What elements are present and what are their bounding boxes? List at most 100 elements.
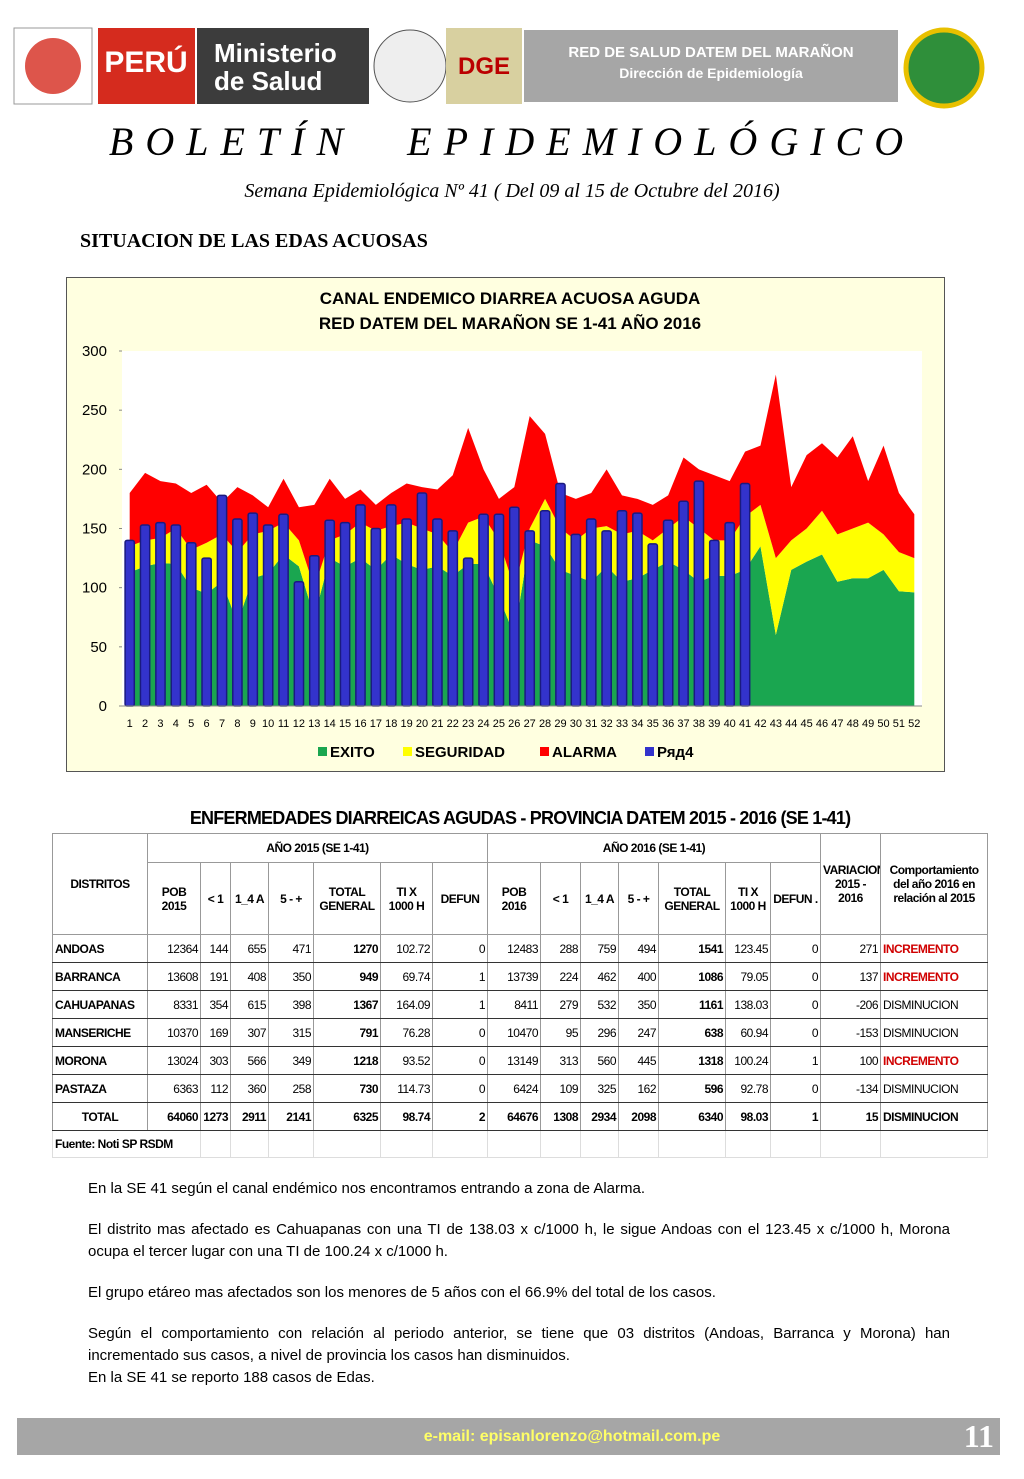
empty-cell [725,1130,771,1158]
table-cell: 6424 [487,1074,541,1103]
table-cell: 100 [820,1046,881,1075]
x-tick-label: 21 [431,718,443,730]
header-cell: DEFUN [432,862,488,935]
x-tick-label: 16 [354,718,366,730]
bar [385,504,397,707]
table-cell: 288 [540,934,581,963]
bar [447,530,459,707]
table-cell: 10370 [147,1018,201,1047]
network-name: RED DE SALUD DATEM DEL MARAÑON [568,43,853,61]
empty-cell [487,1130,541,1158]
table-cell: 2141 [268,1102,314,1131]
empty-cell [618,1130,659,1158]
header: PERÚ Ministerio de Salud DGE RED DE SALU… [13,27,985,109]
table-cell: 0 [432,1046,488,1075]
table-row: BARRANCA 13608 191 408 350 949 69.74 1 13739 224 4… [52,962,989,991]
table-cell: 6363 [147,1074,201,1103]
coat-of-arms-icon [25,38,81,94]
table-cell: -134 [820,1074,881,1103]
table-cell: 60.94 [725,1018,771,1047]
ministry-text: de Salud [214,66,322,96]
table-cell: 494 [618,934,659,963]
y-tick-label: 150 [82,521,107,538]
table-cell: 0 [770,934,821,963]
paragraph: El grupo etáreo mas afectados son los me… [88,1284,716,1301]
table-row: PASTAZA 6363 112 360 258 730 114.73 0 6424 109 325… [52,1074,989,1103]
table-cell: 2934 [580,1102,619,1131]
x-tick-label: 11 [278,718,289,730]
table-cell: 2911 [230,1102,269,1131]
table-cell: 759 [580,934,619,963]
y-tick-label: 300 [82,343,107,360]
bar [355,504,366,707]
table-cell: 1367 [313,990,381,1019]
x-tick-label: 13 [308,718,320,730]
bar [570,533,582,707]
bar [462,557,474,707]
x-tick-label: 5 [188,718,194,730]
table-cell: 92.78 [725,1074,771,1103]
table-cell: 0 [770,1074,821,1103]
bar [155,521,166,707]
empty-cell [200,1130,231,1158]
table-row: ANDOAS 12364 144 655 471 1270 102.72 0 12483 288 7… [52,934,989,963]
bar [585,518,597,707]
table-cell: 360 [230,1074,269,1103]
bar [401,518,412,707]
table-cell: 560 [580,1046,619,1075]
table-cell: 15 [820,1102,881,1131]
source-note: Fuente: Noti SP RSDM [52,1130,201,1158]
table-cell: 162 [618,1074,659,1103]
bar [324,519,336,707]
table-cell: 1270 [313,934,381,963]
table-cell: 138.03 [725,990,771,1019]
bar [201,557,212,707]
x-tick-label: 36 [662,718,674,730]
table-cell: 13149 [487,1046,541,1075]
table-cell: INCREMENTO [879,934,989,963]
header-cell: TOTAL GENERAL [658,862,726,935]
bar [632,512,643,707]
x-tick-label: 52 [908,718,920,730]
table-cell: 0 [770,1018,821,1047]
table-cell: CAHUAPANAS [52,990,148,1019]
legend-swatch [318,747,327,756]
x-tick-label: 47 [831,718,843,730]
x-tick-label: 6 [204,718,210,730]
office-name: Dirección de Epidemiología [619,65,803,81]
table-cell: 1 [432,990,488,1019]
x-tick-label: 25 [493,718,505,730]
network-logo [903,27,985,109]
table-cell: 0 [770,962,821,991]
table-cell: 445 [618,1046,659,1075]
table-cell: 6325 [313,1102,381,1131]
table-cell: 144 [200,934,231,963]
x-tick-label: 8 [234,718,240,730]
table-cell: 1 [432,962,488,991]
data-table: ENFERMEDADES DIARREICAS AGUDAS - PROVINC… [52,803,989,1158]
table-cell: 13739 [487,962,541,991]
x-tick-label: 1 [127,718,133,730]
x-tick-label: 18 [385,718,397,730]
bar [601,530,612,707]
x-tick-label: 19 [400,718,412,730]
x-tick-label: 50 [877,718,889,730]
table-cell: 8411 [487,990,541,1019]
table-cell: 100.24 [725,1046,771,1075]
table-cell: 596 [658,1074,726,1103]
table-row: MANSERICHE 10370 169 307 315 791 76.28 0 10470 95… [52,1018,989,1047]
bar [370,527,382,707]
bulletin-title: BOLETÍN EPIDEMIOLÓGICO [108,119,916,164]
table-cell: 1318 [658,1046,726,1075]
header-cell: TI X 1000 H [725,862,771,935]
x-tick-label: 31 [585,718,597,730]
x-tick-label: 46 [816,718,828,730]
table-cell: 791 [313,1018,381,1047]
bar [139,524,151,707]
legend-label: Ряд4 [657,744,694,761]
table-cell: MORONA [52,1046,148,1075]
header-cell: DEFUN . [770,862,821,935]
x-tick-label: 26 [508,718,520,730]
page-number: 11 [963,1418,994,1454]
bar [724,521,736,707]
